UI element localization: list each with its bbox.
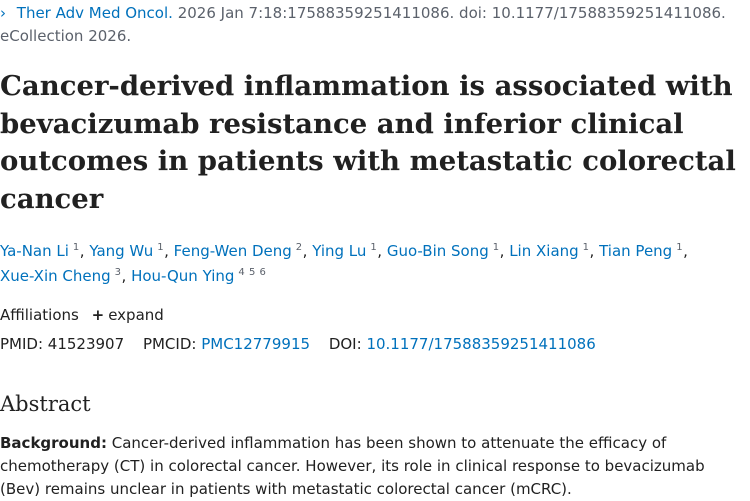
author-link[interactable]: Ya-Nan Li 1 — [0, 242, 80, 260]
author-link[interactable]: Lin Xiang 1 — [509, 242, 590, 260]
affiliation-ref[interactable]: 1 — [157, 242, 165, 253]
author-link[interactable]: Feng-Wen Deng 2 — [173, 242, 303, 260]
journal-link[interactable]: Ther Adv Med Oncol. — [16, 4, 173, 22]
abstract-heading: Abstract — [0, 392, 91, 416]
affiliation-ref[interactable]: 2 — [295, 242, 303, 253]
doi-link[interactable]: 10.1177/17588359251411086 — [366, 335, 596, 353]
pmid-value: 41523907 — [47, 335, 125, 353]
plus-icon: + — [91, 306, 105, 324]
chevron-right-icon[interactable]: › — [0, 4, 6, 22]
author-link[interactable]: Ying Lu 1 — [312, 242, 378, 260]
author-link[interactable]: Hou-Qun Ying 4 5 6 — [131, 267, 267, 285]
author-link[interactable]: Guo-Bin Song 1 — [386, 242, 500, 260]
author-link[interactable]: Xue-Xin Cheng 3 — [0, 267, 122, 285]
affiliation-ref[interactable]: 3 — [114, 267, 122, 278]
author-link[interactable]: Tian Peng 1 — [599, 242, 684, 260]
doi-label: DOI: — [328, 335, 362, 353]
expand-affiliations-button[interactable]: + expand — [91, 306, 164, 324]
background-label: Background: — [0, 434, 107, 452]
affiliations-label: Affiliations — [0, 306, 79, 324]
affiliation-ref[interactable]: 1 — [582, 242, 590, 253]
identifiers-row: PMID: 41523907 PMCID: PMC12779915 DOI: 1… — [0, 333, 596, 355]
pmid-label: PMID: — [0, 335, 44, 353]
author-link[interactable]: Yang Wu 1 — [89, 242, 165, 260]
affiliation-ref[interactable]: 1 — [370, 242, 378, 253]
pmcid-label: PMCID: — [142, 335, 197, 353]
article-title: Cancer-derived inflammation is associate… — [0, 70, 736, 215]
author-list: Ya-Nan Li 1, Yang Wu 1, Feng-Wen Deng 2, Yi… — [0, 242, 688, 285]
background-text: Cancer-derived inflammation has been sho… — [0, 434, 705, 498]
affiliation-ref[interactable]: 1 — [676, 242, 684, 253]
abstract-background: Background: Cancer-derived inflammation … — [0, 432, 745, 501]
affiliations-row: Affiliations + expand — [0, 304, 164, 326]
ecollection-text: eCollection 2026. — [0, 27, 132, 45]
pmcid-link[interactable]: PMC12779915 — [201, 335, 311, 353]
affiliation-ref[interactable]: 4 5 6 — [238, 267, 267, 278]
affiliation-ref[interactable]: 1 — [72, 242, 80, 253]
affiliation-ref[interactable]: 1 — [492, 242, 500, 253]
citation-details: 2026 Jan 7:18:17588359251411086. doi: 10… — [177, 4, 726, 22]
citation-line: › Ther Adv Med Oncol. 2026 Jan 7:18:1758… — [0, 2, 750, 48]
